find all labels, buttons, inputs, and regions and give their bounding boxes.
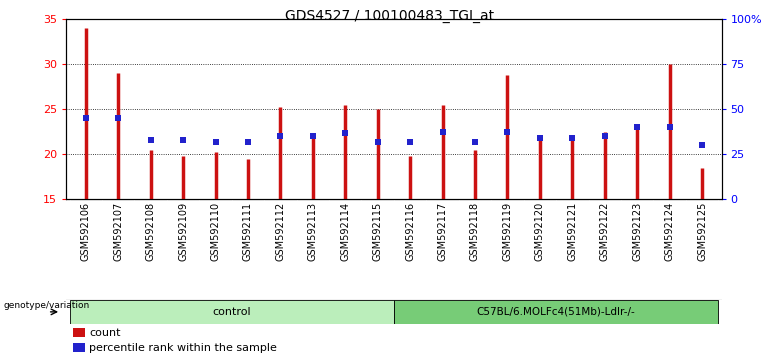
Point: [566, 135, 579, 141]
Text: GSM592110: GSM592110: [211, 202, 221, 261]
Point: [631, 124, 644, 130]
Text: GSM592115: GSM592115: [373, 202, 383, 261]
Text: GSM592124: GSM592124: [665, 202, 675, 261]
Point: [404, 139, 417, 144]
Bar: [73, 343, 85, 353]
Point: [469, 139, 481, 144]
Point: [371, 139, 384, 144]
Point: [598, 133, 611, 139]
Bar: [73, 329, 85, 337]
Text: GSM592111: GSM592111: [243, 202, 253, 261]
Bar: [69, 300, 394, 324]
Text: GSM592118: GSM592118: [470, 202, 480, 261]
Point: [144, 137, 157, 143]
Point: [274, 133, 286, 139]
Text: GSM592116: GSM592116: [405, 202, 415, 261]
Text: percentile rank within the sample: percentile rank within the sample: [89, 343, 277, 353]
Text: GSM592125: GSM592125: [697, 202, 707, 261]
Point: [112, 115, 125, 121]
Text: GSM592107: GSM592107: [113, 202, 123, 261]
Text: GSM592108: GSM592108: [146, 202, 156, 261]
Text: GSM592121: GSM592121: [567, 202, 577, 261]
Text: genotype/variation: genotype/variation: [3, 301, 90, 310]
Text: GSM592119: GSM592119: [502, 202, 512, 261]
Point: [502, 129, 514, 135]
Text: control: control: [212, 307, 251, 317]
Text: GSM592122: GSM592122: [600, 202, 610, 261]
Text: GSM592117: GSM592117: [438, 202, 448, 261]
Bar: [394, 300, 718, 324]
Text: GSM592113: GSM592113: [308, 202, 317, 261]
Point: [534, 135, 546, 141]
Text: GDS4527 / 100100483_TGI_at: GDS4527 / 100100483_TGI_at: [285, 9, 495, 23]
Point: [436, 129, 448, 135]
Text: GSM592114: GSM592114: [340, 202, 350, 261]
Point: [663, 124, 675, 130]
Text: GSM592112: GSM592112: [275, 202, 285, 261]
Text: GSM592123: GSM592123: [632, 202, 642, 261]
Point: [696, 142, 708, 148]
Point: [209, 139, 222, 144]
Point: [177, 137, 190, 143]
Text: GSM592120: GSM592120: [535, 202, 545, 261]
Text: count: count: [89, 328, 121, 338]
Point: [339, 131, 352, 136]
Text: GSM592106: GSM592106: [81, 202, 90, 261]
Point: [80, 115, 92, 121]
Point: [242, 139, 254, 144]
Text: C57BL/6.MOLFc4(51Mb)-Ldlr-/-: C57BL/6.MOLFc4(51Mb)-Ldlr-/-: [477, 307, 636, 317]
Point: [307, 133, 319, 139]
Text: GSM592109: GSM592109: [178, 202, 188, 261]
